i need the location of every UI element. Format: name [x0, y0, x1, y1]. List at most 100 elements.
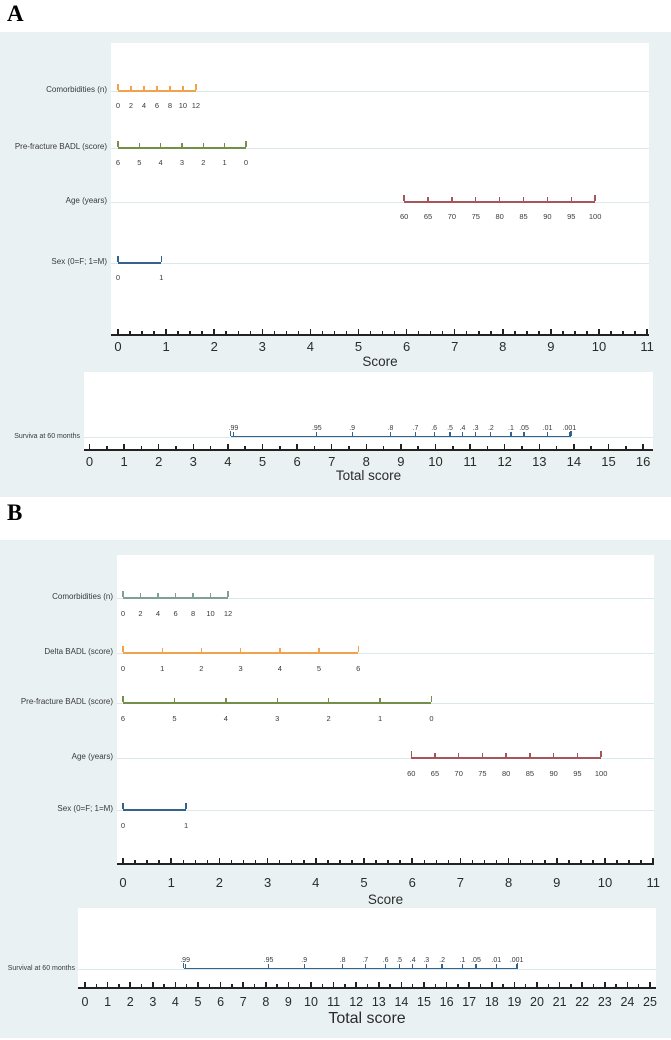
- panel-a-predictor-tick-label: 10: [178, 101, 188, 110]
- panel-a-survival-tick: [316, 432, 318, 436]
- panel-a-score-tick-label: 4: [306, 339, 315, 354]
- panel-b-total-tick-label: 24: [620, 995, 635, 1009]
- panel-b-total-minor-tick: [524, 984, 527, 987]
- panel-a-total-tick-label: 11: [463, 454, 477, 469]
- panel-b-predictor-tick-label: 6: [120, 714, 126, 723]
- panel-a-gridline-1: [111, 148, 649, 149]
- panel-b-total-plot-area: [78, 908, 656, 988]
- panel-a-survival-tick-label: .5: [447, 424, 453, 432]
- panel-b-score-minor-tick: [290, 860, 293, 863]
- panel-b-total-major-tick: [332, 981, 335, 987]
- panel-a-score-tick-label: 3: [258, 339, 266, 354]
- panel-a-predictor-label: Age (years): [65, 196, 107, 205]
- panel-a-survival-tick-label: .001: [562, 424, 577, 432]
- panel-b-total-axis-line: [78, 987, 656, 989]
- panel-b-score-major-tick: [363, 857, 365, 863]
- panel-b-predictor-tick-label: 90: [549, 769, 558, 778]
- panel-a-predictor-tick: [403, 194, 405, 201]
- panel-b-survival-tick: [384, 964, 387, 968]
- panel-a-survival-tick-label: .1: [508, 424, 514, 432]
- panel-a-score-axis-line: [111, 334, 649, 336]
- panel-a-score-tick-label: 7: [451, 339, 459, 354]
- panel-b-survival-tick: [303, 964, 305, 968]
- panel-a-survival-tick-label: .4: [459, 424, 466, 432]
- panel-b-total-major-tick: [513, 981, 516, 987]
- panel-a-total-tick-label: 10: [428, 454, 443, 469]
- panel-b-total-minor-tick: [276, 984, 278, 987]
- panel-a-total-minor-tick: [521, 446, 523, 449]
- panel-a-predictor-tick-label: 6: [154, 101, 160, 110]
- panel-b-predictor-tick: [410, 750, 412, 757]
- panel-b-survival-tick-label: .05: [471, 956, 481, 964]
- panel-a-predictor-tick-label: 4: [158, 158, 163, 167]
- panel-a-total-minor-tick: [279, 446, 281, 449]
- panel-a-total-tick-label: 3: [189, 454, 197, 469]
- panel-b-gridline-0: [117, 598, 654, 599]
- panel-a-survival-endcap-0: [229, 430, 232, 436]
- panel-b-total-tick-label: 6: [217, 995, 225, 1009]
- panel-b-total-major-tick: [626, 981, 629, 987]
- panel-a-predictor-tick: [117, 140, 119, 147]
- panel-b-predictor-tick-label: 2: [199, 664, 204, 673]
- panel-b-total-minor-tick: [95, 984, 98, 987]
- panel-a-predictor-tick-label: 5: [137, 158, 142, 167]
- panel-b-survival-tick: [364, 964, 366, 968]
- panel-a-score-tick-label: 11: [640, 339, 654, 354]
- panel-a-total-major-tick: [573, 443, 575, 449]
- panel-a-survival-tick: [490, 432, 492, 436]
- panel-a-score-tick-label: 6: [402, 339, 411, 354]
- panel-a-total-minor-tick: [313, 446, 316, 449]
- panel-a-total-major-tick: [607, 443, 610, 449]
- panel-b-total-tick-label: 17: [462, 995, 477, 1009]
- panel-a-score-major-tick: [502, 328, 504, 334]
- panel-b-score-minor-tick: [531, 860, 534, 863]
- panel-a-score-minor-tick: [369, 331, 372, 334]
- panel-b-score-minor-tick: [230, 860, 233, 863]
- panel-b-score-tick-label: 8: [504, 875, 513, 890]
- panel-a-predictor-tick-label: 6: [115, 158, 121, 167]
- panel-b-predictor-tick-label: 0: [120, 609, 126, 618]
- panel-b-total-tick-label: 22: [575, 995, 590, 1009]
- panel-b-survival-tick-label: .3: [423, 956, 430, 964]
- panel-a-predictor-tick-label: 80: [495, 212, 504, 221]
- panel-a-score-minor-tick: [273, 331, 276, 334]
- panel-b-score-minor-tick: [242, 860, 245, 863]
- panel-a-predictor-tick: [130, 85, 132, 90]
- panel-b-total-tick-label: 23: [597, 995, 612, 1009]
- panel-b-total-major-tick: [242, 981, 244, 987]
- panel-a-survival-tick: [389, 432, 392, 436]
- panel-b-score-minor-tick: [303, 860, 305, 863]
- panel-a-total-minor-tick: [140, 446, 143, 449]
- panel-b-score-minor-tick: [592, 860, 594, 863]
- panel-b-total-tick-label: 13: [371, 995, 386, 1009]
- panel-b-predictor-tick: [318, 647, 320, 652]
- panel-a-total-major-tick: [503, 443, 506, 449]
- panel-a-survival-tick-label: .7: [412, 424, 419, 432]
- panel-b-predictor-axis-line: [411, 757, 602, 759]
- panel-b-predictor-tick: [192, 592, 194, 597]
- panel-b-predictor-tick-label: 3: [238, 664, 243, 673]
- panel-b-total-major-tick: [423, 981, 425, 987]
- panel-a-score-minor-tick: [610, 331, 612, 334]
- panel-b-survival-tick-label: .9: [301, 956, 308, 964]
- panel-b-score-minor-tick: [182, 860, 184, 863]
- panel-b-survival-tick: [475, 964, 477, 968]
- panel-b-score-major-tick: [315, 857, 317, 863]
- panel-b-label: B: [7, 500, 23, 525]
- panel-b-total-minor-tick: [592, 984, 595, 987]
- panel-a-survival-tick: [414, 432, 417, 436]
- panel-a-total-tick-label: 13: [532, 454, 547, 469]
- panel-b-total-major-tick: [152, 981, 154, 987]
- panel-a-score-minor-tick: [345, 331, 348, 334]
- panel-b-total-minor-tick: [457, 984, 459, 987]
- panel-b-score-tick-label: 4: [312, 875, 320, 890]
- panel-b-total-major-tick: [106, 981, 109, 987]
- panel-a-score-minor-tick: [562, 331, 564, 334]
- panel-b-predictor-tick-label: 4: [155, 609, 161, 618]
- panel-a-score-major-tick: [598, 328, 600, 334]
- panel-a-predictor-tick: [451, 196, 453, 201]
- panel-a-total-tick-label: 1: [120, 454, 128, 469]
- panel-a-score-major-tick: [405, 328, 408, 334]
- panel-b-score-tick-label: 6: [408, 875, 416, 890]
